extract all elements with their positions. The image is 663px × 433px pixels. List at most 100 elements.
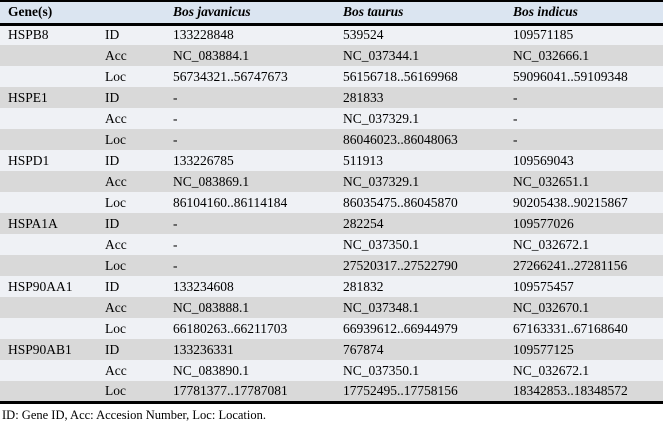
row-type-label: Loc <box>105 194 126 210</box>
row-type-label: Loc <box>105 382 126 398</box>
cell-bos-indicus: 109569043 <box>513 152 574 168</box>
cell-bos-javanicus: 17781377..17787081 <box>173 382 288 398</box>
cell-bos-javanicus: NC_083888.1 <box>173 299 250 315</box>
table-body: HSPB8 ID 133228848 539524 109571185 Acc … <box>0 24 663 402</box>
gene-name: HSPD1 <box>8 152 50 168</box>
header-bos-javanicus: Bos javanicus <box>173 4 251 20</box>
cell-bos-indicus: NC_032670.1 <box>513 299 590 315</box>
cell-bos-indicus: 90205438..90215867 <box>513 194 628 210</box>
table-row: Loc - 86046023..86048063 - <box>0 129 663 150</box>
cell-bos-javanicus: - <box>173 131 178 147</box>
gene-name-spacer <box>0 45 97 66</box>
cell-bos-indicus: 109577026 <box>513 215 574 231</box>
gene-name-spacer <box>0 360 97 381</box>
cell-bos-taurus: 511913 <box>343 152 383 168</box>
cell-bos-taurus: 281832 <box>343 278 384 294</box>
gene-name: HSP90AB1 <box>8 341 72 357</box>
table-row: Acc NC_083869.1 NC_037329.1 NC_032651.1 <box>0 171 663 192</box>
row-type-label: ID <box>105 152 120 168</box>
cell-bos-taurus: 282254 <box>343 215 384 231</box>
cell-bos-javanicus: 86104160..86114184 <box>173 194 288 210</box>
cell-bos-indicus: NC_032651.1 <box>513 173 590 189</box>
cell-bos-indicus: - <box>513 89 518 105</box>
cell-bos-taurus: 86046023..86048063 <box>343 131 458 147</box>
row-type-label: ID <box>105 278 120 294</box>
row-type-label: Acc <box>105 299 127 315</box>
table-row: Acc - NC_037329.1 - <box>0 108 663 129</box>
cell-bos-taurus: NC_037350.1 <box>343 236 420 252</box>
row-type-label: Loc <box>105 257 126 273</box>
gene-name-spacer <box>0 171 97 192</box>
cell-bos-javanicus: - <box>173 236 178 252</box>
cell-bos-javanicus: 66180263..66211703 <box>173 320 288 336</box>
cell-bos-taurus: NC_037344.1 <box>343 47 420 63</box>
cell-bos-indicus: 18342853..18348572 <box>513 382 628 398</box>
row-type-label: ID <box>105 27 120 43</box>
cell-bos-javanicus: - <box>173 215 178 231</box>
cell-bos-indicus: NC_032666.1 <box>513 47 590 63</box>
cell-bos-taurus: 86035475..86045870 <box>343 194 458 210</box>
row-type-label: Loc <box>105 320 126 336</box>
cell-bos-indicus: NC_032672.1 <box>513 236 590 252</box>
table-row: Acc NC_083888.1 NC_037348.1 NC_032670.1 <box>0 297 663 318</box>
gene-name-spacer <box>0 66 97 87</box>
cell-bos-javanicus: 133228848 <box>173 27 234 43</box>
cell-bos-indicus: - <box>513 131 518 147</box>
cell-bos-taurus: NC_037329.1 <box>343 173 420 189</box>
cell-bos-javanicus: 133234608 <box>173 278 234 294</box>
row-type-label: Loc <box>105 131 126 147</box>
cell-bos-indicus: 109577125 <box>513 341 574 357</box>
cell-bos-indicus: 59096041..59109348 <box>513 68 628 84</box>
gene-name-spacer <box>0 318 97 339</box>
cell-bos-taurus: 767874 <box>343 341 384 357</box>
cell-bos-javanicus: 56734321..56747673 <box>173 68 288 84</box>
table-row: HSPD1 ID 133226785 511913 109569043 <box>0 150 663 171</box>
cell-bos-javanicus: NC_083884.1 <box>173 47 250 63</box>
cell-bos-taurus: 281833 <box>343 89 384 105</box>
gene-name: HSPB8 <box>8 27 49 43</box>
row-type-label: Acc <box>105 236 127 252</box>
gene-name-spacer <box>0 108 97 129</box>
cell-bos-javanicus: 133236331 <box>173 341 234 357</box>
table-row: Loc - 27520317..27522790 27266241..27281… <box>0 255 663 276</box>
gene-name-spacer <box>0 234 97 255</box>
gene-name-spacer <box>0 129 97 150</box>
table-row: HSPB8 ID 133228848 539524 109571185 <box>0 24 663 45</box>
gene-name-spacer <box>0 381 97 402</box>
cell-bos-javanicus: - <box>173 257 178 273</box>
table-row: HSPE1 ID - 281833 - <box>0 87 663 108</box>
table-row: HSPA1A ID - 282254 109577026 <box>0 213 663 234</box>
cell-bos-taurus: NC_037329.1 <box>343 110 420 126</box>
cell-bos-taurus: NC_037350.1 <box>343 362 420 378</box>
row-type-label: Acc <box>105 173 127 189</box>
cell-bos-indicus: 109575457 <box>513 278 574 294</box>
cell-bos-javanicus: 133226785 <box>173 152 234 168</box>
row-type-label: ID <box>105 341 120 357</box>
header-sub <box>97 1 165 24</box>
row-type-label: Acc <box>105 110 127 126</box>
cell-bos-taurus: NC_037348.1 <box>343 299 420 315</box>
cell-bos-javanicus: NC_083890.1 <box>173 362 250 378</box>
table-row: Acc NC_083890.1 NC_037350.1 NC_032672.1 <box>0 360 663 381</box>
cell-bos-javanicus: - <box>173 89 178 105</box>
gene-name: HSP90AA1 <box>8 278 73 294</box>
gene-name-spacer <box>0 192 97 213</box>
row-type-label: Loc <box>105 68 126 84</box>
table-header: Gene(s) Bos javanicus Bos taurus Bos ind… <box>0 1 663 24</box>
gene-name-spacer <box>0 297 97 318</box>
cell-bos-indicus: 67163331..67168640 <box>513 320 628 336</box>
table-row: HSP90AA1 ID 133234608 281832 109575457 <box>0 276 663 297</box>
row-type-label: ID <box>105 89 120 105</box>
cell-bos-taurus: 539524 <box>343 27 384 43</box>
table-row: Loc 86104160..86114184 86035475..8604587… <box>0 192 663 213</box>
cell-bos-taurus: 66939612..66944979 <box>343 320 458 336</box>
gene-name-spacer <box>0 255 97 276</box>
row-type-label: ID <box>105 215 120 231</box>
cell-bos-taurus: 27520317..27522790 <box>343 257 458 273</box>
gene-info-table: Gene(s) Bos javanicus Bos taurus Bos ind… <box>0 0 663 404</box>
gene-name: HSPA1A <box>8 215 58 231</box>
table-row: HSP90AB1 ID 133236331 767874 109577125 <box>0 339 663 360</box>
cell-bos-indicus: 27266241..27281156 <box>513 257 628 273</box>
cell-bos-indicus: 109571185 <box>513 27 574 43</box>
